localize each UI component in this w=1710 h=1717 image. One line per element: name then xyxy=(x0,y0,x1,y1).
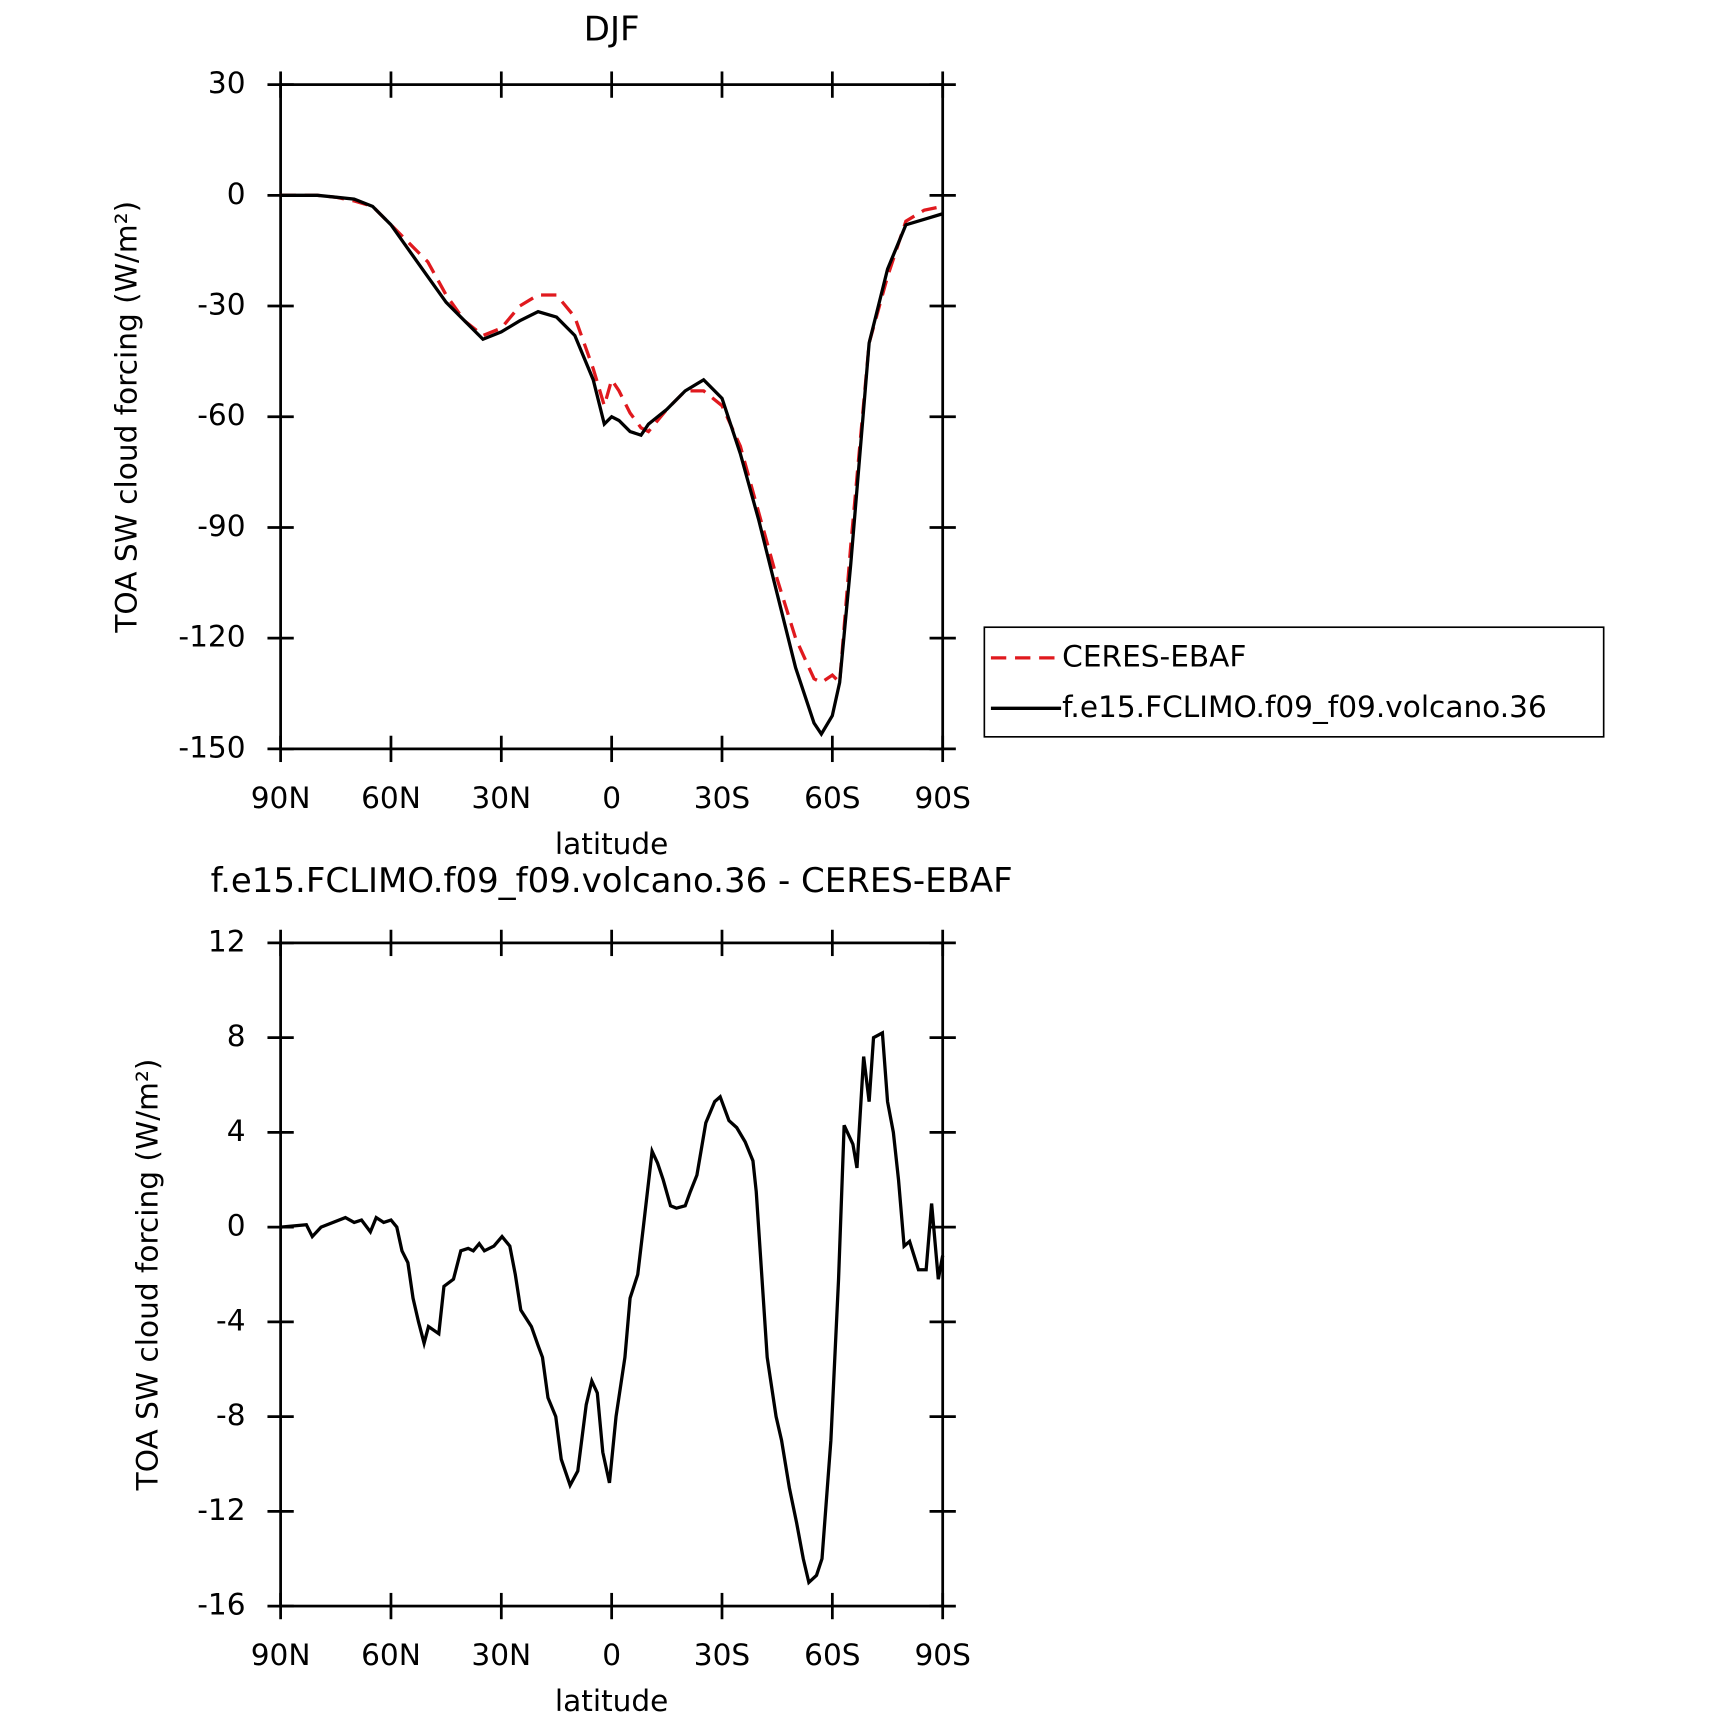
y-tick-label: 4 xyxy=(227,1114,246,1148)
x-tick-label: 30N xyxy=(471,1638,531,1672)
y-axis-label: TOA SW cloud forcing (W/m²) xyxy=(110,201,144,634)
x-tick-label: 30N xyxy=(471,781,531,815)
y-tick-label: -16 xyxy=(197,1588,245,1622)
legend-label: CERES-EBAF xyxy=(1062,639,1246,673)
x-tick-label: 0 xyxy=(602,1638,621,1672)
y-tick-label: 30 xyxy=(208,66,246,100)
x-tick-label: 90S xyxy=(914,781,970,815)
x-axis-label: latitude xyxy=(555,827,668,861)
series-line xyxy=(280,193,944,687)
x-tick-label: 30S xyxy=(694,1638,750,1672)
y-tick-label: -8 xyxy=(216,1398,246,1432)
x-tick-label: 60S xyxy=(804,1638,860,1672)
x-tick-label: 90N xyxy=(251,1638,311,1672)
plot-frame xyxy=(279,941,945,1608)
y-tick-label: -60 xyxy=(197,398,245,432)
series-line xyxy=(280,193,944,738)
legend-box xyxy=(983,626,1605,738)
y-tick-label: 0 xyxy=(227,1209,246,1243)
series-line xyxy=(280,1030,945,1586)
chart-title: f.e15.FCLIMO.f09_f09.volcano.36 - CERES-… xyxy=(211,861,1013,901)
y-axis-label: TOA SW cloud forcing (W/m²) xyxy=(131,1059,165,1492)
y-tick-label: -120 xyxy=(178,620,245,654)
x-tick-label: 60N xyxy=(361,1638,421,1672)
y-tick-label: 8 xyxy=(227,1019,246,1053)
x-tick-label: 90S xyxy=(914,1638,970,1672)
y-tick-label: -150 xyxy=(178,730,245,764)
chart-title: DJF xyxy=(584,9,640,49)
x-tick-label: 0 xyxy=(602,781,621,815)
x-tick-label: 90N xyxy=(251,781,311,815)
y-tick-label: -30 xyxy=(197,288,245,322)
x-tick-label: 60S xyxy=(804,781,860,815)
x-tick-label: 60N xyxy=(361,781,421,815)
y-tick-label: -90 xyxy=(197,509,245,543)
x-tick-label: 30S xyxy=(694,781,750,815)
x-axis-label: latitude xyxy=(555,1684,668,1717)
y-tick-label: 12 xyxy=(208,924,246,958)
legend-label: f.e15.FCLIMO.f09_f09.volcano.36 xyxy=(1062,690,1547,724)
y-tick-label: 0 xyxy=(227,177,246,211)
y-tick-label: -4 xyxy=(216,1303,246,1337)
y-tick-label: -12 xyxy=(197,1493,245,1527)
